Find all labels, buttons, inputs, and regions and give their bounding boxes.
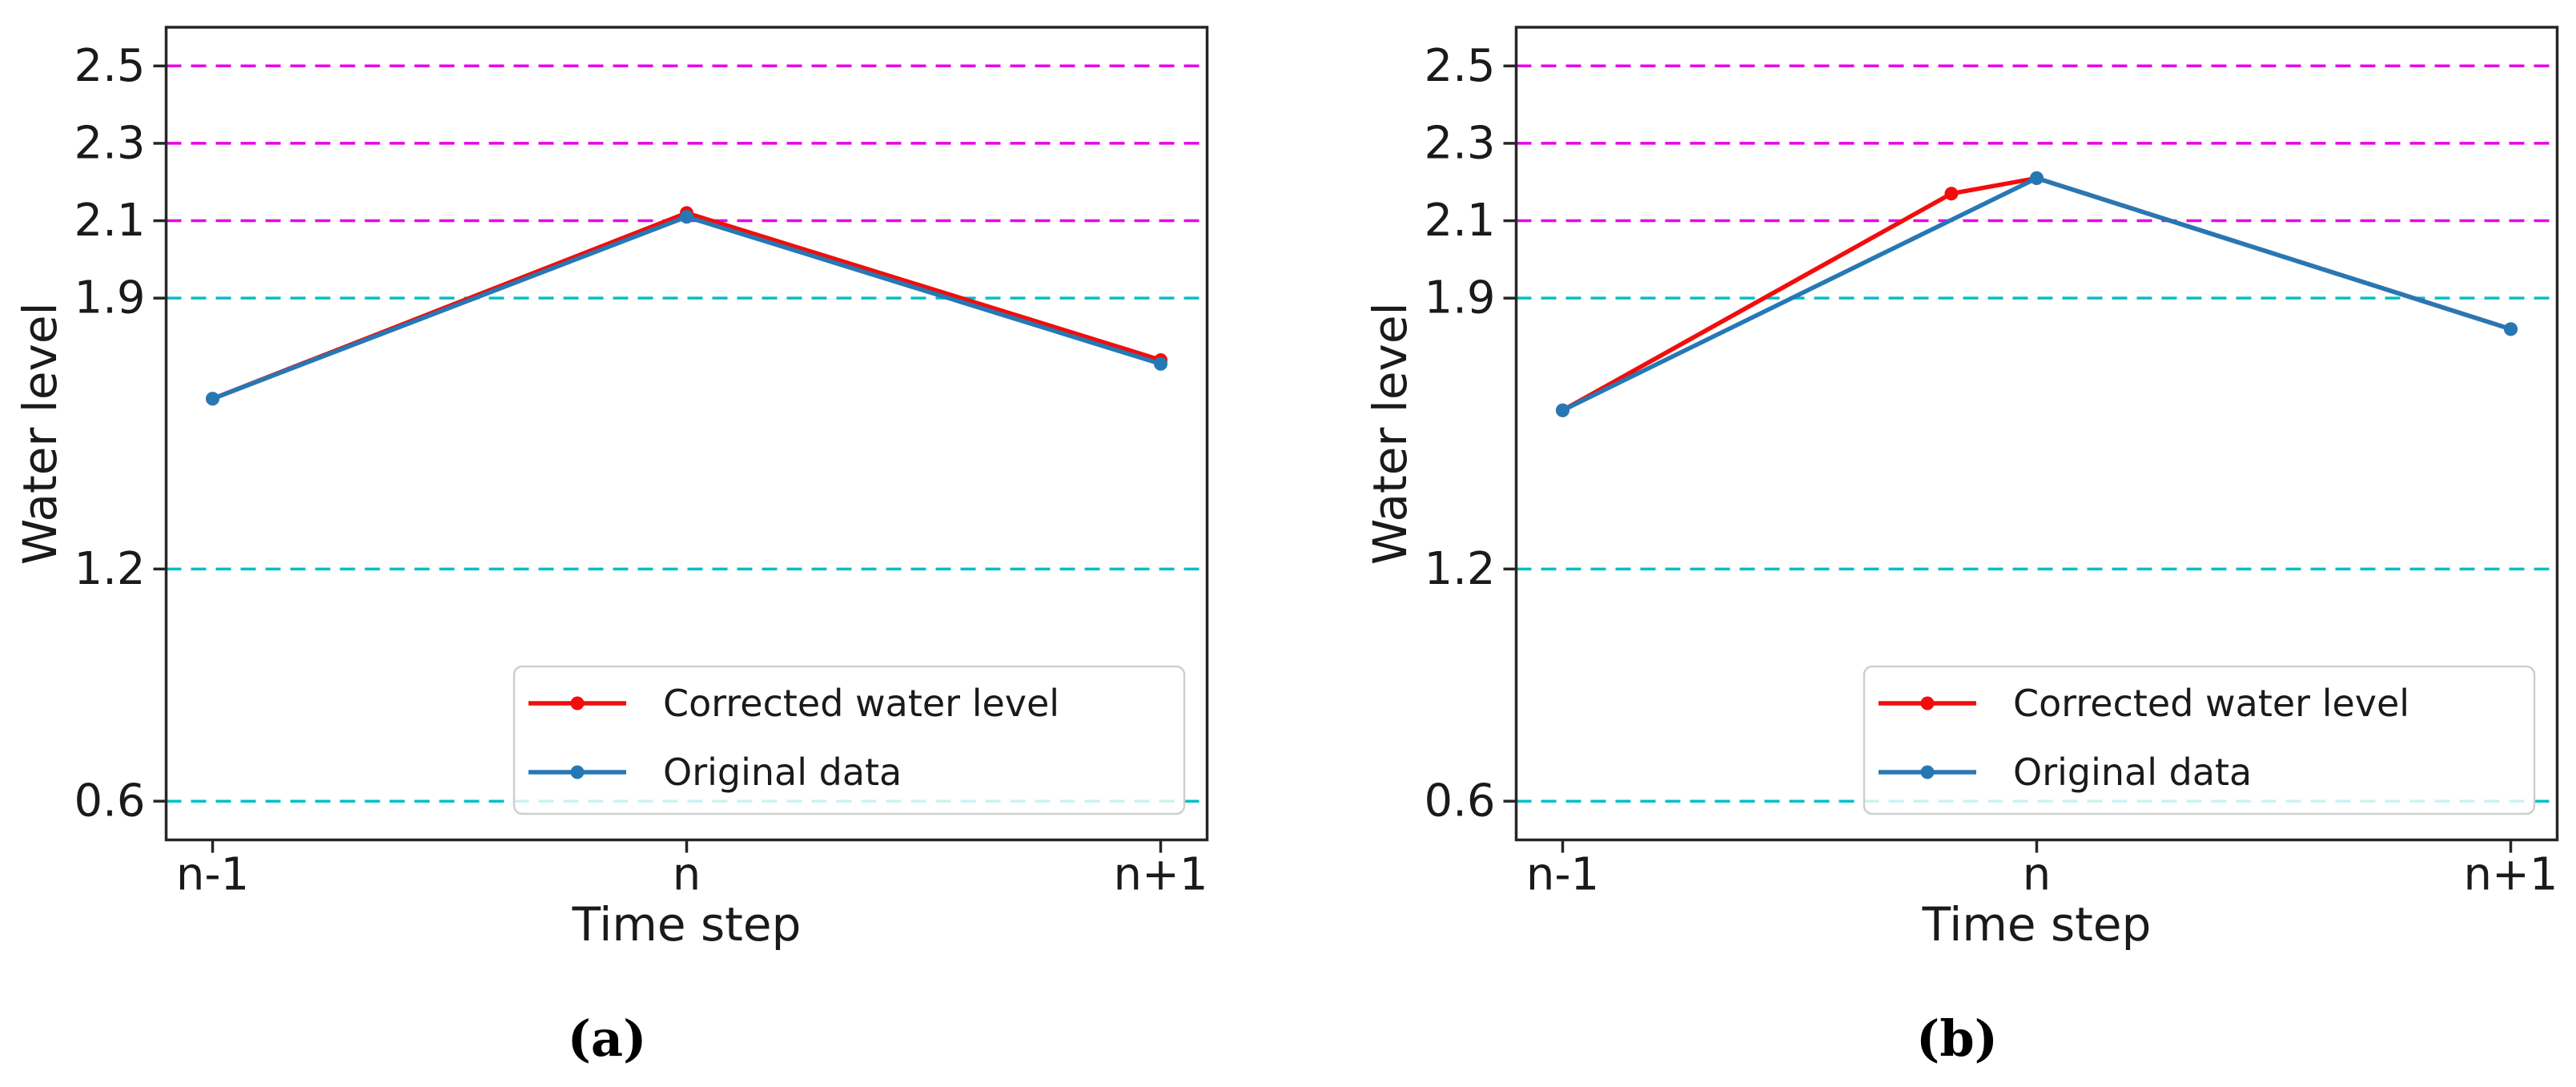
data-point-marker (1154, 356, 1167, 371)
y-axis-label: Water level (13, 302, 67, 565)
x-tick-label: n (673, 849, 701, 901)
legend-sample-marker (570, 765, 585, 779)
series-original (1556, 171, 2518, 417)
legend-box (1863, 665, 2536, 815)
subplot-a: 2.5 2.3 2.1 1.9 1.2 0.6 n-1 n n+1 Time step Water … (13, 26, 1209, 952)
y-tick-label: 1.2 (1424, 543, 1495, 595)
y-tick-label: 0.6 (74, 775, 145, 827)
legend-sample-marker (570, 696, 585, 711)
y-tick-label: 2.5 (1424, 40, 1495, 92)
data-point-marker (206, 392, 219, 406)
x-axis-label: Time step (1922, 897, 2152, 952)
series-line (210, 211, 1163, 401)
x-tick-label: n+1 (1113, 849, 1208, 901)
series-corrected (1556, 171, 2518, 417)
y-tick-label: 2.1 (74, 195, 145, 247)
legend-box (512, 665, 1186, 815)
y-tick-label: 0.6 (1424, 775, 1495, 827)
legend-sample-marker (1920, 696, 1935, 711)
data-point-marker (2030, 171, 2044, 185)
series-original (206, 210, 1167, 406)
y-tick-label: 2.3 (1424, 117, 1495, 169)
x-tick-label: n+1 (2463, 849, 2558, 901)
data-point-marker (1944, 187, 1959, 201)
data-point-marker (2504, 322, 2518, 336)
data-point-marker (680, 210, 693, 224)
legend-label: Corrected water level (663, 682, 1059, 725)
subplot-b: 2.5 2.3 2.1 1.9 1.2 0.6 n-1 n n+1 Time step Water … (1363, 26, 2559, 952)
y-tick-label: 2.3 (74, 117, 145, 169)
legend-label: Original data (2013, 751, 2252, 794)
x-tick-label: n (2023, 849, 2052, 901)
legend: Corrected water level Original data (1863, 665, 2536, 815)
x-axis-label: Time step (572, 897, 802, 952)
legend-sample-marker (1920, 765, 1935, 779)
legend-label: Corrected water level (2013, 682, 2409, 725)
y-tick-label: 1.2 (74, 543, 145, 595)
y-tick-label: 1.9 (74, 272, 145, 324)
y-axis-label: Water level (1363, 302, 1417, 565)
y-tick-label: 2.1 (1424, 195, 1495, 247)
series-line (1560, 175, 2514, 413)
subfigure-caption-b: (b) (1915, 1009, 1999, 1068)
data-point-marker (1556, 403, 1569, 417)
series-corrected (206, 206, 1167, 406)
legend: Corrected water level Original data (512, 665, 1186, 815)
series-line (210, 214, 1163, 401)
y-tick-label: 2.5 (74, 40, 145, 92)
y-tick-label: 1.9 (1424, 272, 1495, 324)
subfigure-caption-a: (a) (567, 1009, 647, 1068)
x-tick-label: n-1 (1526, 849, 1599, 901)
legend-label: Original data (663, 751, 902, 794)
x-tick-label: n-1 (176, 849, 249, 901)
series-line (1560, 175, 2514, 413)
